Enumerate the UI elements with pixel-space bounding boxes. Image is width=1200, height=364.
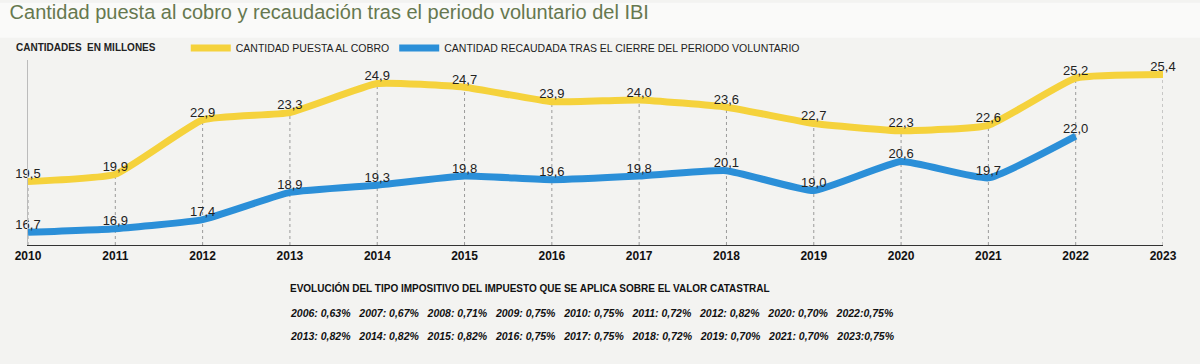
svg-text:CANTIDAD RECAUDADA TRAS EL CIE: CANTIDAD RECAUDADA TRAS EL CIERRE DEL PE… (444, 42, 799, 54)
svg-text:20,1: 20,1 (714, 155, 739, 170)
svg-text:25,4: 25,4 (1150, 59, 1175, 74)
svg-text:CANTIDAD PUESTA AL COBRO: CANTIDAD PUESTA AL COBRO (236, 42, 389, 54)
svg-text:2018: 2018 (713, 249, 740, 263)
svg-text:20,6: 20,6 (888, 146, 913, 161)
svg-text:22,7: 22,7 (801, 108, 826, 123)
svg-text:19,8: 19,8 (452, 161, 477, 176)
svg-text:2012: 2012 (189, 249, 216, 263)
svg-text:2016: 2016 (538, 249, 565, 263)
svg-text:23,3: 23,3 (277, 97, 302, 112)
svg-text:CANTIDADES EN MILLONES: CANTIDADES EN MILLONES (16, 42, 156, 53)
svg-text:17,4: 17,4 (190, 204, 215, 219)
svg-text:2022: 2022 (1062, 249, 1089, 263)
svg-text:19,3: 19,3 (365, 170, 390, 185)
svg-text:19,7: 19,7 (976, 163, 1001, 178)
svg-text:2020: 2020 (888, 249, 915, 263)
svg-text:2023: 2023 (1150, 249, 1177, 263)
svg-text:2021: 2021 (975, 249, 1002, 263)
svg-text:2017: 2017 (626, 249, 653, 263)
svg-text:Cantidad puesta al cobro y rec: Cantidad puesta al cobro y recaudación t… (10, 1, 649, 23)
svg-text:22,0: 22,0 (1063, 121, 1088, 136)
svg-text:2006: 0,63% 2007: 0,67% 20: 2006: 0,63% 2007: 0,67% 2008: 0,71% 2009… (290, 307, 894, 319)
svg-text:19,8: 19,8 (626, 161, 651, 176)
svg-text:22,3: 22,3 (888, 115, 913, 130)
svg-text:2015: 2015 (451, 249, 478, 263)
svg-text:16,7: 16,7 (15, 217, 40, 232)
svg-text:2013: 2013 (277, 249, 304, 263)
svg-text:19,5: 19,5 (15, 166, 40, 181)
svg-text:18,9: 18,9 (277, 177, 302, 192)
svg-text:2011: 2011 (102, 249, 128, 263)
svg-text:22,6: 22,6 (976, 110, 1001, 125)
svg-text:2010: 2010 (15, 249, 42, 263)
svg-text:24,9: 24,9 (365, 68, 390, 83)
svg-text:16,9: 16,9 (103, 213, 128, 228)
svg-text:19,0: 19,0 (801, 175, 826, 190)
svg-text:23,6: 23,6 (714, 92, 739, 107)
svg-text:23,9: 23,9 (539, 86, 564, 101)
svg-text:24,0: 24,0 (626, 85, 651, 100)
svg-text:2014: 2014 (364, 249, 391, 263)
svg-text:EVOLUCIÓN DEL TIPO IMPOSITIVO: EVOLUCIÓN DEL TIPO IMPOSITIVO DEL IMPUES… (290, 282, 770, 294)
svg-text:2019: 2019 (800, 249, 827, 263)
svg-text:2013: 0,82% 2014: 0,82% 20: 2013: 0,82% 2014: 0,82% 2015: 0,82% 2016… (290, 330, 895, 342)
svg-text:24,7: 24,7 (452, 72, 477, 87)
svg-text:25,2: 25,2 (1063, 63, 1088, 78)
svg-text:22,9: 22,9 (190, 105, 215, 120)
svg-text:19,6: 19,6 (539, 164, 564, 179)
svg-text:19,9: 19,9 (103, 159, 128, 174)
